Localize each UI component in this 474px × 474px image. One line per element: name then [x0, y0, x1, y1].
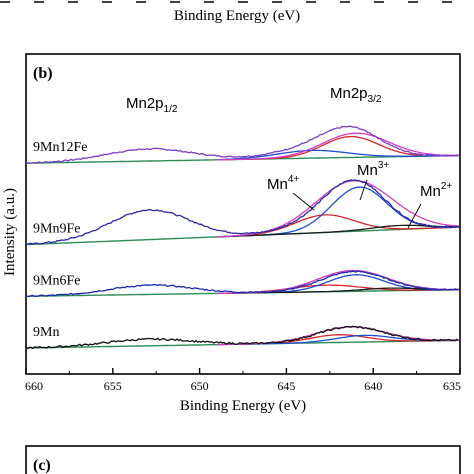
- x-tick-label: 650: [191, 379, 209, 393]
- svg-text:Mn4+: Mn4+: [267, 174, 299, 193]
- annotation-mn2p32: Mn2p3/2: [330, 85, 382, 105]
- annotation-mn2: Mn2+: [407, 181, 452, 229]
- x-tick-label: 660: [25, 379, 43, 393]
- panel-c-label: (c): [33, 457, 51, 474]
- y-axis-label: Intensity (a.u.): [2, 188, 18, 276]
- spectrum-line: [25, 270, 459, 298]
- panel-c-frame: [25, 445, 461, 474]
- x-tick-label: 655: [104, 379, 122, 393]
- series-label: 9Mn12Fe: [33, 140, 87, 155]
- series-label: 9Mn: [33, 325, 59, 340]
- x-tick-label: 640: [364, 379, 382, 393]
- x-axis-label: Binding Energy (eV): [180, 398, 306, 414]
- annotation-mn2p12: Mn2p1/2: [126, 95, 178, 115]
- x-tick-label: 645: [277, 379, 295, 393]
- panel-b-label: (b): [33, 65, 53, 82]
- plot-area: [25, 125, 460, 350]
- fit-curve: [217, 132, 460, 161]
- spectrum-line: [25, 179, 459, 246]
- fit-curve: [217, 149, 460, 161]
- top-x-axis-label: Binding Energy (eV): [174, 8, 300, 24]
- x-axis-ticks: 660 655 650 645 640 635: [25, 368, 461, 393]
- svg-text:Mn2+: Mn2+: [420, 181, 452, 200]
- annotation-mn4: Mn4+: [267, 174, 315, 211]
- panel-b-frame: [25, 53, 461, 375]
- svg-text:Mn2p3/2: Mn2p3/2: [330, 85, 382, 105]
- series-label: 9Mn6Fe: [33, 273, 80, 288]
- spectrum-line: [25, 125, 459, 165]
- annotation-mn3: Mn3+: [357, 160, 389, 201]
- fit-curve: [216, 214, 460, 238]
- fit-curve: [216, 224, 460, 238]
- series-labels: 9Mn12Fe 9Mn9Fe 9Mn6Fe 9Mn: [33, 140, 87, 340]
- x-tick-label: 635: [443, 379, 461, 393]
- series-label: 9Mn9Fe: [33, 222, 80, 237]
- svg-text:Mn2p1/2: Mn2p1/2: [126, 95, 178, 115]
- svg-text:Mn3+: Mn3+: [357, 160, 389, 179]
- top-fragment: Binding Energy (eV): [0, 1, 474, 24]
- spectrum-line: [25, 325, 459, 350]
